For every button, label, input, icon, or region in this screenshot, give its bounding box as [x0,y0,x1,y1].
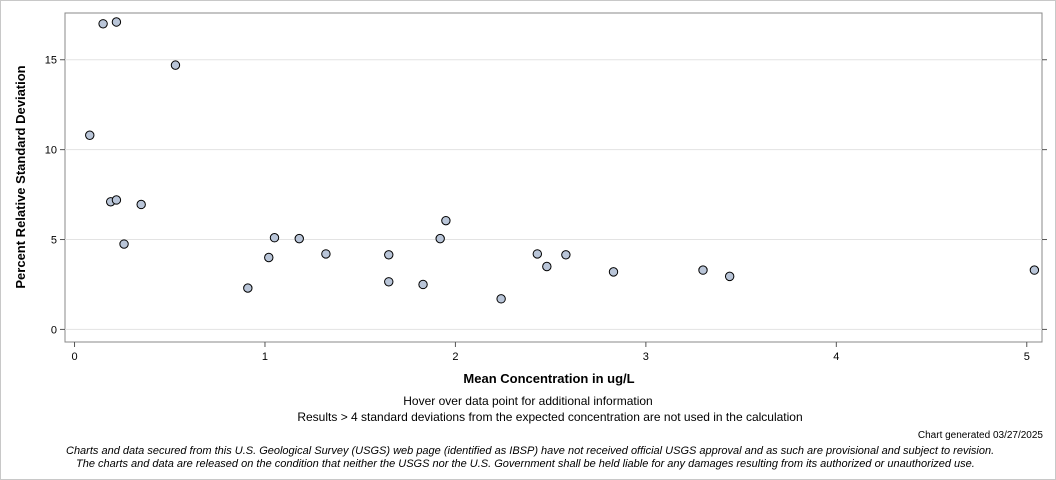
data-point[interactable] [418,279,428,290]
data-point[interactable] [384,277,394,287]
x-tick-label: 0 [71,351,77,363]
x-tick-label: 2 [452,351,458,363]
data-point[interactable] [111,195,122,205]
x-axis: 0 1 2 3 4 5 [71,342,1030,363]
y-axis-title: Percent Relative Standard Deviation [13,65,28,288]
data-point[interactable] [269,233,280,243]
data-point[interactable] [119,239,129,249]
data-point[interactable] [384,250,394,260]
disclaimer-line-2: The charts and data are released on the … [76,458,975,470]
data-point[interactable] [170,60,181,70]
data-point[interactable] [85,130,95,140]
data-point[interactable] [321,249,331,259]
grid-lines [65,59,1042,330]
x-tick-label: 5 [1024,351,1030,363]
hover-note: Hover over data point for additional inf… [403,394,653,408]
data-point[interactable] [294,233,304,244]
y-tick-label: 10 [45,145,57,157]
data-point[interactable] [264,252,274,263]
data-point[interactable] [561,250,571,260]
data-point[interactable] [243,283,253,293]
x-tick-label: 1 [262,351,268,363]
y-tick-label: 0 [51,324,57,336]
data-point[interactable] [542,261,552,272]
x-tick-label: 3 [643,351,649,363]
data-point[interactable] [441,215,451,226]
data-point[interactable] [111,17,122,27]
data-point[interactable] [532,249,543,259]
plot-area [64,12,1043,343]
data-points[interactable] [85,17,1040,304]
x-tick-label: 4 [833,351,839,363]
y-tick-label: 5 [51,235,57,247]
data-point[interactable] [698,265,708,275]
chart-generated-date: Chart generated 03/27/2025 [917,430,1043,441]
data-point[interactable] [496,294,506,304]
disclaimer-line-1: Charts and data secured from this U.S. G… [66,445,995,457]
data-point[interactable] [724,271,735,282]
y-tick-label: 15 [45,55,57,67]
data-point[interactable] [435,233,445,244]
data-point[interactable] [136,199,146,210]
data-point[interactable] [1029,265,1040,275]
data-point[interactable] [608,267,619,277]
results-note: Results > 4 standard deviations from the… [297,410,803,424]
data-point[interactable] [98,19,108,29]
y-axis: 0 5 10 15 [45,55,1047,336]
x-axis-title: Mean Concentration in ug/L [463,371,634,386]
